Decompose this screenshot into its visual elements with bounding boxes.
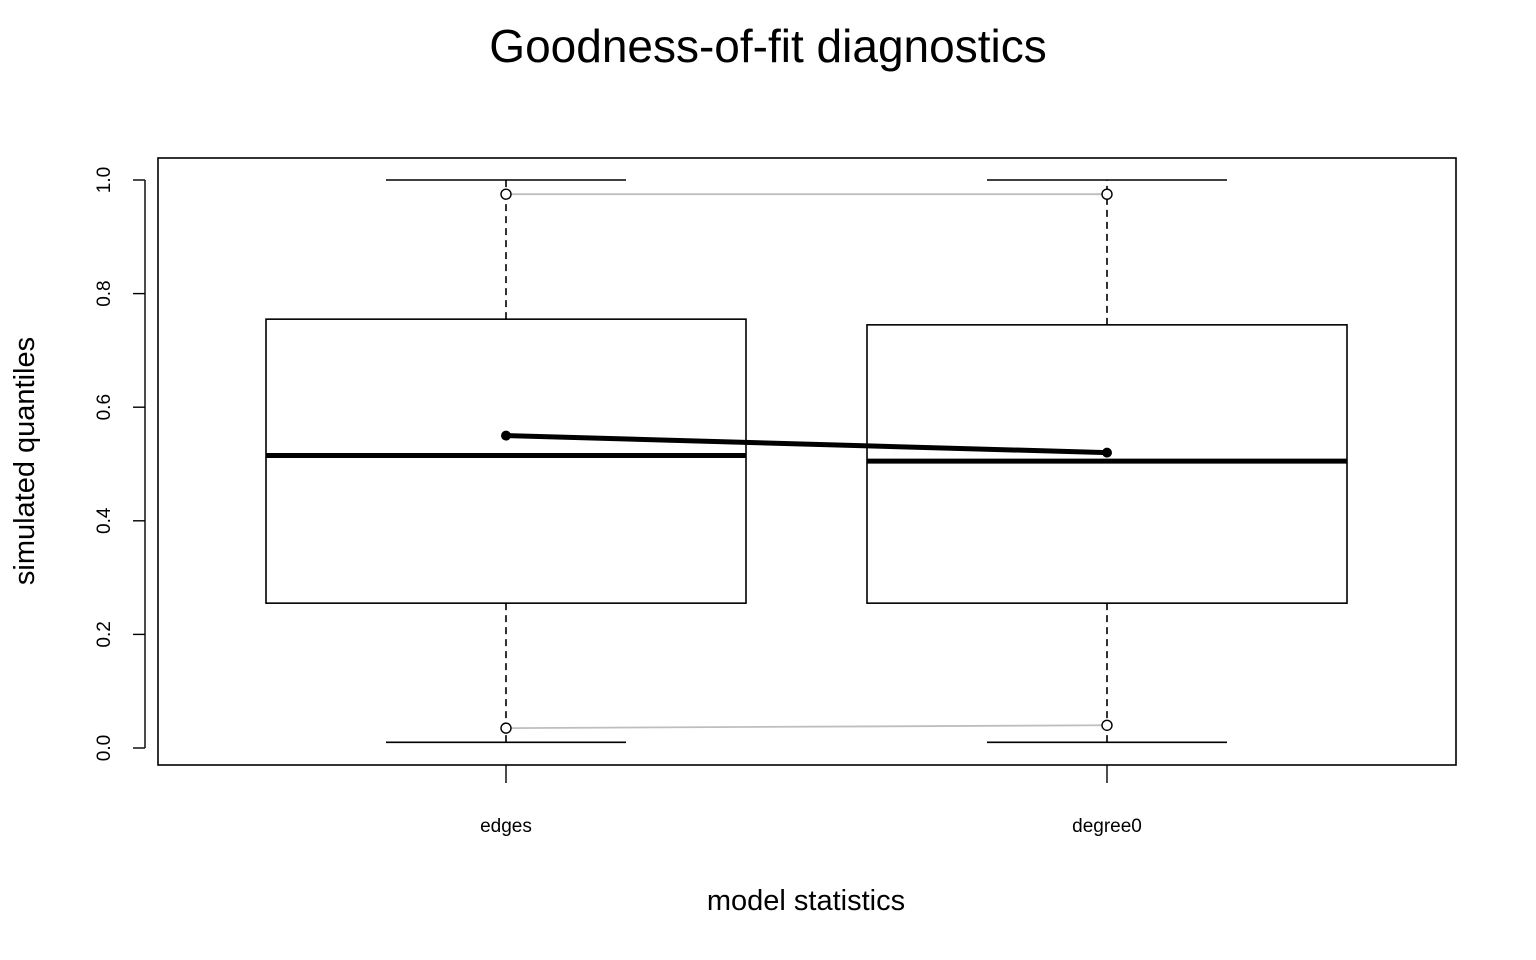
upper-band-point-edges xyxy=(500,188,512,200)
y-axis-title: simulated quantiles xyxy=(9,337,41,585)
chart-marks xyxy=(265,179,1348,744)
chart-title: Goodness-of-fit diagnostics xyxy=(489,20,1046,72)
lower-band-point-degree0 xyxy=(1101,719,1113,731)
lower-band-point-edges xyxy=(500,722,512,734)
upper-band-point-degree0 xyxy=(1101,188,1113,200)
x-tick-label-edges: edges xyxy=(480,816,532,837)
x-axis: edges degree0 xyxy=(480,765,1142,837)
upper-band-series xyxy=(500,188,1113,200)
observed-line xyxy=(503,433,1110,456)
x-axis-title: model statistics xyxy=(707,885,905,917)
y-axis: 0.0 0.2 0.4 0.6 0.8 1.0 xyxy=(94,167,146,761)
y-tick-label-3: 0.6 xyxy=(94,394,115,420)
y-tick-label-4: 0.8 xyxy=(94,280,115,306)
y-tick-label-0: 0.0 xyxy=(94,735,115,761)
box-edges xyxy=(265,179,747,744)
box-degree0 xyxy=(866,179,1348,744)
lower-band-line xyxy=(505,724,1108,730)
y-tick-label-5: 1.0 xyxy=(94,167,115,193)
x-tick-label-degree0: degree0 xyxy=(1072,816,1142,837)
y-tick-label-1: 0.2 xyxy=(94,621,115,647)
box-body-edges xyxy=(265,318,747,604)
lower-band-series xyxy=(500,719,1113,734)
observed-point-edges xyxy=(501,430,511,441)
box-body-degree0 xyxy=(866,324,1348,604)
observed-series xyxy=(501,430,1112,458)
plot-frame xyxy=(157,157,1457,766)
observed-point-degree0 xyxy=(1102,447,1112,458)
y-tick-label-2: 0.4 xyxy=(94,507,115,534)
